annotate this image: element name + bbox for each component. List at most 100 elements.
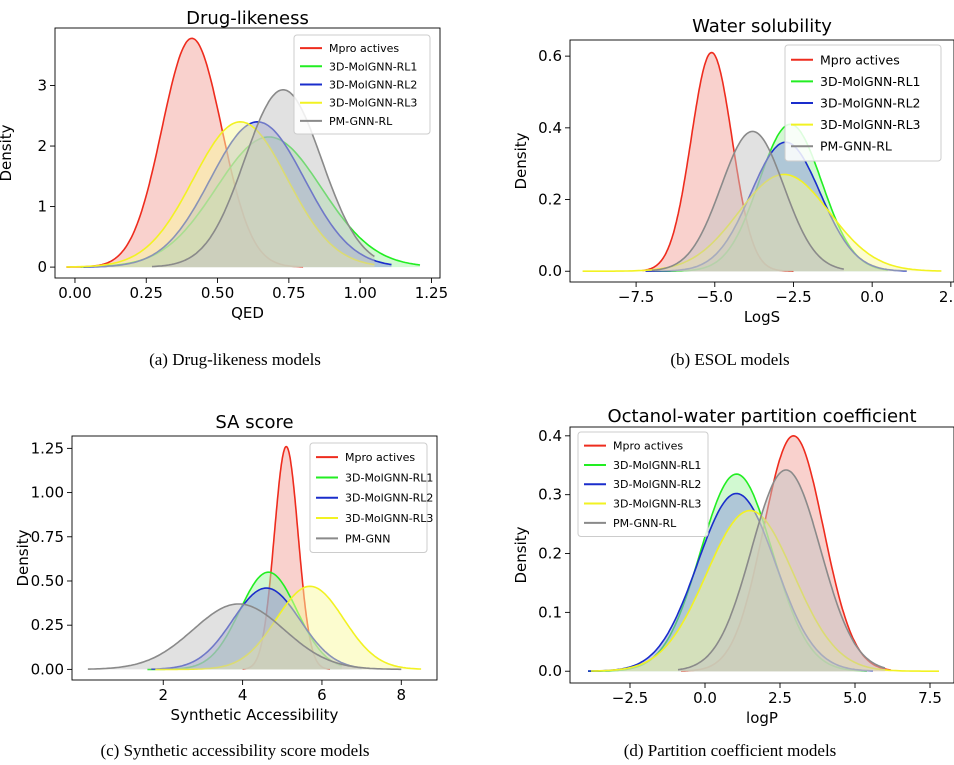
y-axis-label: Density	[512, 526, 530, 583]
y-tick-label: 0.50	[31, 572, 64, 590]
y-tick-label: 0	[37, 258, 47, 276]
chart-panel-water-solubility: −7.5 −5.0 −2.5 0.0 2.5 0.0 0.2 0.4 0.6 Water solu…	[480, 0, 954, 329]
legend-label-mpro-actives: Mpro actives	[613, 440, 683, 453]
density-area-pm-gnn-rl	[152, 89, 375, 268]
x-tick-label: 0.0	[860, 288, 884, 306]
y-axis-label: Density	[0, 124, 15, 181]
x-tick-label: 4	[238, 686, 248, 704]
legend-label-3d-molgnn-rl1: 3D-MolGNN-RL1	[820, 74, 921, 89]
legend-label-3d-molgnn-rl1: 3D-MolGNN-RL1	[329, 60, 417, 73]
x-tick-label: 1.25	[415, 284, 448, 302]
y-tick-label: 0.1	[538, 603, 562, 621]
chart-sa-score: 2 4 6 8 0.00 0.25 0.50 0.75 1.00 1.25 SA score Synt…	[14, 412, 438, 724]
x-axis-label: Synthetic Accessibility	[171, 706, 339, 724]
chart-panel-sa-score: 2 4 6 8 0.00 0.25 0.50 0.75 1.00 1.25 SA score Synt…	[0, 400, 450, 734]
plot-area	[66, 37, 421, 268]
density-area-mpro-actives	[66, 38, 304, 268]
y-tick-label: 0.2	[538, 545, 562, 563]
x-tick-label: 0.00	[58, 284, 91, 302]
y-tick-label: 0.2	[538, 191, 562, 209]
chart-panel-drug-likeness: 0.00 0.25 0.50 0.75 1.00 1.25 0 1 2 3 Drug-likenes…	[0, 0, 450, 329]
chart-title: Octanol-water partition coefficient	[607, 406, 916, 427]
legend-box	[784, 44, 942, 162]
y-tick-label: 0.4	[538, 427, 562, 445]
x-tick-label: 6	[317, 686, 327, 704]
x-axis-label: LogS	[744, 308, 780, 325]
chart-title: Drug-likeness	[186, 8, 309, 29]
plot-area	[582, 51, 942, 272]
plot-area	[588, 434, 939, 672]
caption-d: (d) Partition coefficient models	[623, 741, 837, 760]
y-tick-label: 0.0	[538, 662, 562, 680]
legend-label-pm-gnn: PM-GNN	[345, 532, 390, 545]
x-tick-label: 0.25	[130, 284, 163, 302]
x-tick-label: 0.50	[201, 284, 234, 302]
legend-box	[309, 442, 428, 553]
legend-box	[577, 431, 709, 537]
y-tick-label: 0.75	[31, 528, 64, 546]
y-axis-label: Density	[14, 529, 32, 586]
legend-label-pm-gnn-rl: PM-GNN-RL	[613, 517, 677, 530]
y-tick-label: 0.25	[31, 616, 64, 634]
x-tick-label: 7.5	[918, 689, 942, 707]
x-tick-label: 5.0	[843, 689, 867, 707]
chart-title: Water solubility	[692, 16, 832, 37]
density-area-3d-molgnn-rl3	[155, 586, 422, 670]
legend-box	[293, 34, 431, 135]
x-axis-label: QED	[231, 304, 264, 322]
density-line-pm-gnn-rl	[651, 130, 844, 272]
legend: Mpro actives 3D-MolGNN-RL1 3D-MolGNN-RL2 3D…	[577, 431, 709, 537]
y-tick-label: 1	[37, 198, 47, 216]
chart-panel-partition-coefficient: −2.5 0.0 2.5 5.0 7.5 0.0 0.1 0.2 0.3 0.4 Octanol-w…	[480, 400, 954, 734]
caption-a: (a) Drug-likeness models	[149, 350, 321, 369]
legend-label-pm-gnn-rl: PM-GNN-RL	[329, 115, 393, 128]
legend-label-3d-molgnn-rl3: 3D-MolGNN-RL3	[345, 512, 433, 525]
axes-frame	[71, 435, 438, 681]
y-tick-label: 1.00	[31, 484, 64, 502]
legend: Mpro actives 3D-MolGNN-RL1 3D-MolGNN-RL2 3D…	[293, 34, 431, 135]
legend-label-3d-molgnn-rl2: 3D-MolGNN-RL2	[345, 492, 433, 505]
density-line-pm-gnn	[87, 603, 402, 671]
x-tick-label: 8	[397, 686, 407, 704]
legend-label-3d-molgnn-rl2: 3D-MolGNN-RL2	[613, 478, 701, 491]
legend-label-mpro-actives: Mpro actives	[329, 42, 399, 55]
legend-label-mpro-actives: Mpro actives	[820, 52, 900, 67]
chart-title: SA score	[215, 412, 293, 433]
x-tick-label: 2	[158, 686, 168, 704]
legend: Mpro actives 3D-MolGNN-RL1 3D-MolGNN-RL2 3D…	[784, 44, 942, 162]
legend-label-3d-molgnn-rl1: 3D-MolGNN-RL1	[613, 459, 701, 472]
legend-label-pm-gnn-rl: PM-GNN-RL	[820, 139, 892, 154]
x-tick-label: 0.0	[693, 689, 717, 707]
y-tick-label: 2	[37, 137, 47, 155]
y-axis-label: Density	[512, 132, 530, 189]
axes-frame	[569, 426, 954, 684]
legend-label-3d-molgnn-rl2: 3D-MolGNN-RL2	[329, 78, 417, 91]
x-tick-label: −2.5	[612, 689, 648, 707]
x-tick-label: 1.00	[343, 284, 376, 302]
x-tick-label: 2.5	[939, 288, 954, 306]
y-tick-label: 1.25	[31, 439, 64, 457]
legend-label-3d-molgnn-rl3: 3D-MolGNN-RL3	[820, 117, 921, 132]
density-area-mpro-actives	[242, 446, 330, 670]
legend-label-3d-molgnn-rl3: 3D-MolGNN-RL3	[329, 97, 417, 110]
x-tick-label: −2.5	[775, 288, 811, 306]
density-area-pm-gnn-rl	[651, 131, 844, 272]
plot-area	[87, 445, 422, 671]
x-tick-label: −7.5	[618, 288, 654, 306]
y-tick-label: 0.00	[31, 660, 64, 678]
legend: Mpro actives 3D-MolGNN-RL1 3D-MolGNN-RL2 3D…	[309, 442, 433, 553]
x-tick-label: −5.0	[697, 288, 733, 306]
density-line-pm-gnn-rl	[151, 89, 375, 268]
density-line-pm-gnn-rl	[677, 469, 886, 671]
axes-frame	[54, 27, 441, 279]
chart-drug-likeness: 0.00 0.25 0.50 0.75 1.00 1.25 0 1 2 3 Drug-likenes…	[0, 8, 448, 322]
legend-label-mpro-actives: Mpro actives	[345, 451, 415, 464]
chart-partition-coefficient: −2.5 0.0 2.5 5.0 7.5 0.0 0.1 0.2 0.3 0.4 Octanol-w…	[512, 406, 954, 727]
legend-label-3d-molgnn-rl3: 3D-MolGNN-RL3	[613, 498, 701, 511]
legend-label-3d-molgnn-rl2: 3D-MolGNN-RL2	[820, 96, 921, 111]
y-tick-label: 0.3	[538, 486, 562, 504]
axes-frame	[569, 39, 954, 283]
density-area-mpro-actives	[642, 52, 794, 272]
x-tick-label: 2.5	[768, 689, 792, 707]
y-tick-label: 0.4	[538, 119, 562, 137]
